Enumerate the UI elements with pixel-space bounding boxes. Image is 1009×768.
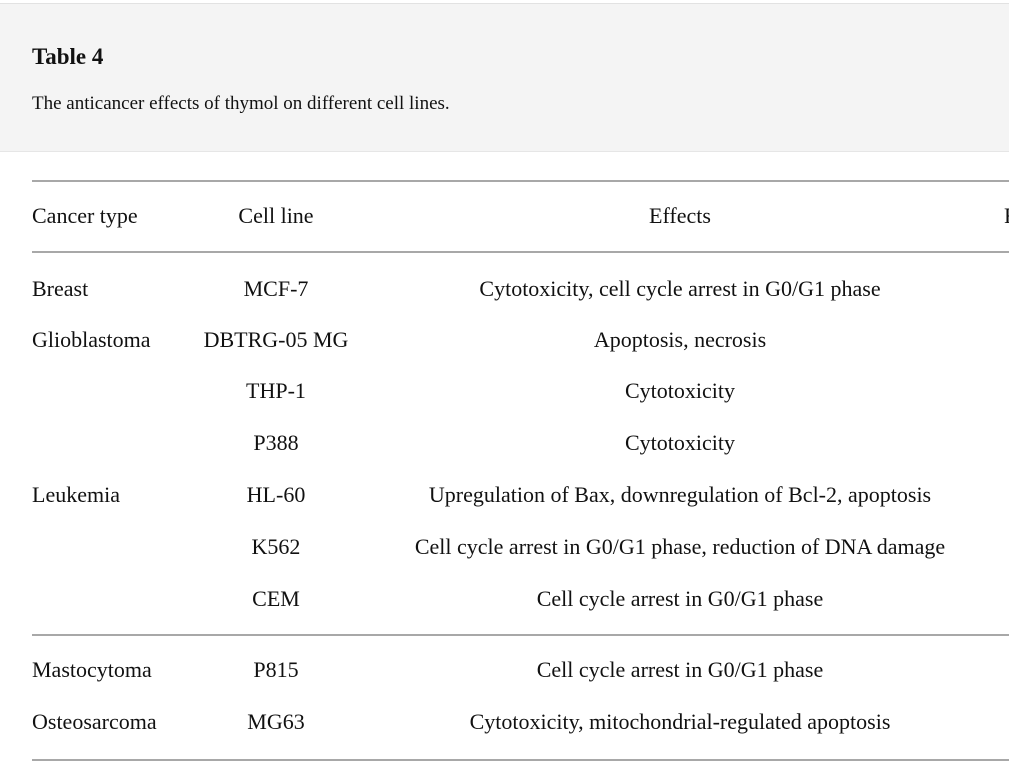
cell-line-cell: K562 (251, 534, 301, 559)
table-row: Glioblastoma DBTRG-05 MG Apoptosis, necros… (0, 320, 1009, 360)
table-row: CEM Cell cycle arrest in G0/G1 phase (0, 579, 1009, 619)
effects-cell: Cytotoxicity (625, 430, 735, 455)
header-effects: Effects (649, 203, 711, 228)
cell-line-cell: DBTRG-05 MG (203, 327, 349, 352)
table-row: Breast MCF-7 Cytotoxicity, cell cycle arre… (0, 269, 1009, 309)
table-row: THP-1 Cytotoxicity (0, 371, 1009, 411)
cell-line-cell: P815 (253, 657, 299, 682)
cell-line-cell: THP-1 (246, 378, 306, 403)
group-rule (32, 634, 1009, 636)
table-header-row: Cancer type Cell line Effects R (0, 196, 1009, 236)
effects-cell: Cell cycle arrest in G0/G1 phase (536, 657, 824, 682)
header-reference: R (1004, 196, 1009, 236)
table-row: K562 Cell cycle arrest in G0/G1 phase, re… (0, 527, 1009, 567)
effects-cell: Cytotoxicity (625, 378, 735, 403)
table-row: Osteosarcoma MG63 Cytotoxicity, mitochondr… (0, 702, 1009, 742)
cell-line-cell: CEM (252, 586, 300, 611)
cancer-type-cell: Leukemia (32, 482, 120, 507)
cancer-type-cell: Mastocytoma (32, 657, 152, 682)
cell-line-cell: P388 (253, 430, 299, 455)
cancer-type-cell: Glioblastoma (32, 327, 151, 352)
table-bottom-rule (32, 759, 1009, 761)
effects-cell: Apoptosis, necrosis (593, 327, 767, 352)
table-row: P388 Cytotoxicity (0, 423, 1009, 463)
cancer-type-cell: Breast (32, 276, 89, 301)
cell-line-cell: MG63 (247, 709, 305, 734)
table-title: The anticancer effects of thymol on diff… (32, 93, 450, 114)
header-cancer-type: Cancer type (32, 203, 138, 228)
table-row: Mastocytoma P815 Cell cycle arrest in G0/G… (0, 650, 1009, 690)
table-top-rule (32, 180, 1009, 182)
cell-line-cell: MCF-7 (243, 276, 309, 301)
header-cell-line: Cell line (238, 203, 314, 228)
effects-cell: Cytotoxicity, mitochondrial-regulated ap… (469, 709, 891, 734)
effects-cell: Upregulation of Bax, downregulation of B… (428, 482, 932, 507)
table-caption: Table 4 The anticancer effects of thymol… (0, 3, 1009, 152)
header-rule (32, 251, 1009, 253)
effects-cell: Cell cycle arrest in G0/G1 phase, reduct… (414, 534, 946, 559)
cancer-type-cell: Osteosarcoma (32, 709, 157, 734)
effects-cell: Cytotoxicity, cell cycle arrest in G0/G1… (479, 276, 881, 301)
table-label: Table 4 (32, 44, 104, 69)
table-row: Leukemia HL-60 Upregulation of Bax, downre… (0, 475, 1009, 515)
cell-line-cell: HL-60 (246, 482, 306, 507)
effects-cell: Cell cycle arrest in G0/G1 phase (536, 586, 824, 611)
